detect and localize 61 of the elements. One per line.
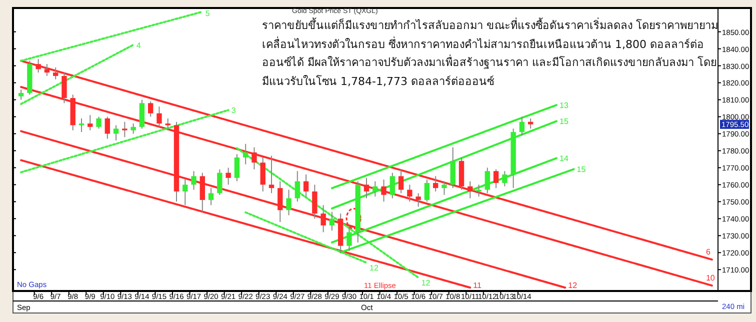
candlestick [88, 114, 93, 131]
candlestick [200, 172, 205, 212]
candlestick [208, 188, 214, 206]
candlestick [493, 168, 499, 189]
candlestick [104, 116, 110, 140]
candlestick [139, 99, 145, 130]
candlestick [18, 89, 24, 100]
series-label: 3 [231, 106, 236, 116]
candlestick [390, 172, 395, 199]
series-label: 10 [706, 274, 716, 283]
candlestick [226, 167, 231, 186]
candlestick [476, 184, 482, 198]
candlestick [53, 66, 58, 80]
candlestick [113, 124, 119, 142]
candlestick [450, 146, 456, 189]
candlestick [182, 179, 188, 206]
candlestick [148, 100, 154, 118]
candlestick [130, 123, 136, 134]
candlestick [234, 154, 240, 182]
series-label: 15 [560, 117, 569, 126]
candlestick [278, 180, 283, 223]
candlestick [372, 180, 378, 198]
series-label: 12 [370, 264, 379, 273]
candlestick [468, 180, 473, 199]
candlestick [243, 143, 248, 165]
candlestick [433, 176, 438, 192]
candlestick [217, 168, 222, 196]
candlestick [252, 146, 257, 170]
series-label: 6 [706, 248, 711, 257]
candlestick [407, 184, 412, 202]
series-label: 13 [560, 101, 569, 110]
candlestick [122, 121, 128, 138]
candlestick [294, 170, 300, 202]
series-label: 14 [560, 154, 569, 164]
candlestick [268, 155, 274, 194]
candlestick [260, 156, 266, 192]
candlestick [364, 177, 370, 199]
series-label: 5 [205, 9, 210, 18]
candlestick [191, 170, 196, 190]
candlestick [502, 170, 508, 187]
candlestick [416, 192, 421, 208]
series-label: 12 [568, 281, 578, 290]
candlestick [398, 168, 404, 194]
candlestick [329, 211, 335, 232]
candlestick [312, 184, 318, 220]
series-label: 15 [576, 165, 586, 174]
candlestick [303, 174, 309, 198]
annotation: ราคาขยับขึ้นแต่ก็มีแรงขายทำกำไรสลับออกมา ขณะที่แรงซื้อดันราคาเริ่มลดลง โดยราคาพยายามเคลื่อนไหวทรงตัวในกรอบ ซึ่งหากราคาทองคำไม่สามารถยืนเหนือแนวต้าน 1,800 ดอลลาร์ต่อออนซ์ได้ มีผลให้ราคาอาจปรับตัวลงมาเพื่อสร้างฐานราคา และมีโอกาสเกิดแรงขายกลับลงมา โดยมีแนวรับในโซน 1,784-1,773 ดอลลาร์ต่อออนซ์ [262, 17, 719, 90]
candlestick [156, 106, 162, 128]
candlestick [528, 118, 534, 130]
series-label: 12 [421, 278, 431, 288]
candlestick [442, 180, 447, 196]
candlestick [96, 116, 102, 130]
candlestick [424, 179, 430, 202]
series-label: 4 [136, 40, 142, 50]
candlestick [484, 167, 490, 194]
series-label: 11 [473, 281, 482, 290]
candlestick [286, 189, 292, 216]
candlestick [381, 179, 386, 202]
candlestick [320, 204, 326, 233]
candlestick [44, 64, 50, 76]
